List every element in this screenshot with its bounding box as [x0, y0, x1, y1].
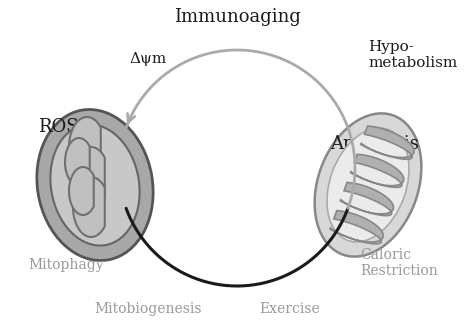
Text: Caloric
Restriction: Caloric Restriction — [360, 248, 438, 278]
Polygon shape — [330, 211, 383, 244]
Polygon shape — [351, 154, 404, 187]
Ellipse shape — [50, 124, 140, 245]
Polygon shape — [361, 126, 414, 159]
Ellipse shape — [315, 113, 421, 256]
Polygon shape — [73, 147, 105, 207]
Text: Mitophagy: Mitophagy — [28, 258, 104, 272]
Polygon shape — [340, 182, 393, 216]
Text: ROS: ROS — [38, 118, 79, 136]
Text: Apoptosis: Apoptosis — [330, 135, 419, 153]
Text: Immunoaging: Immunoaging — [173, 8, 301, 26]
Text: Hypo-
metabolism: Hypo- metabolism — [368, 40, 457, 70]
Text: Δψm: Δψm — [129, 52, 167, 66]
Text: Exercise: Exercise — [260, 302, 320, 316]
Polygon shape — [69, 167, 94, 215]
Ellipse shape — [327, 128, 409, 242]
Text: Mitobiogenesis: Mitobiogenesis — [94, 302, 202, 316]
Polygon shape — [69, 117, 101, 177]
Polygon shape — [73, 177, 105, 237]
Polygon shape — [65, 138, 90, 186]
Ellipse shape — [37, 109, 153, 261]
